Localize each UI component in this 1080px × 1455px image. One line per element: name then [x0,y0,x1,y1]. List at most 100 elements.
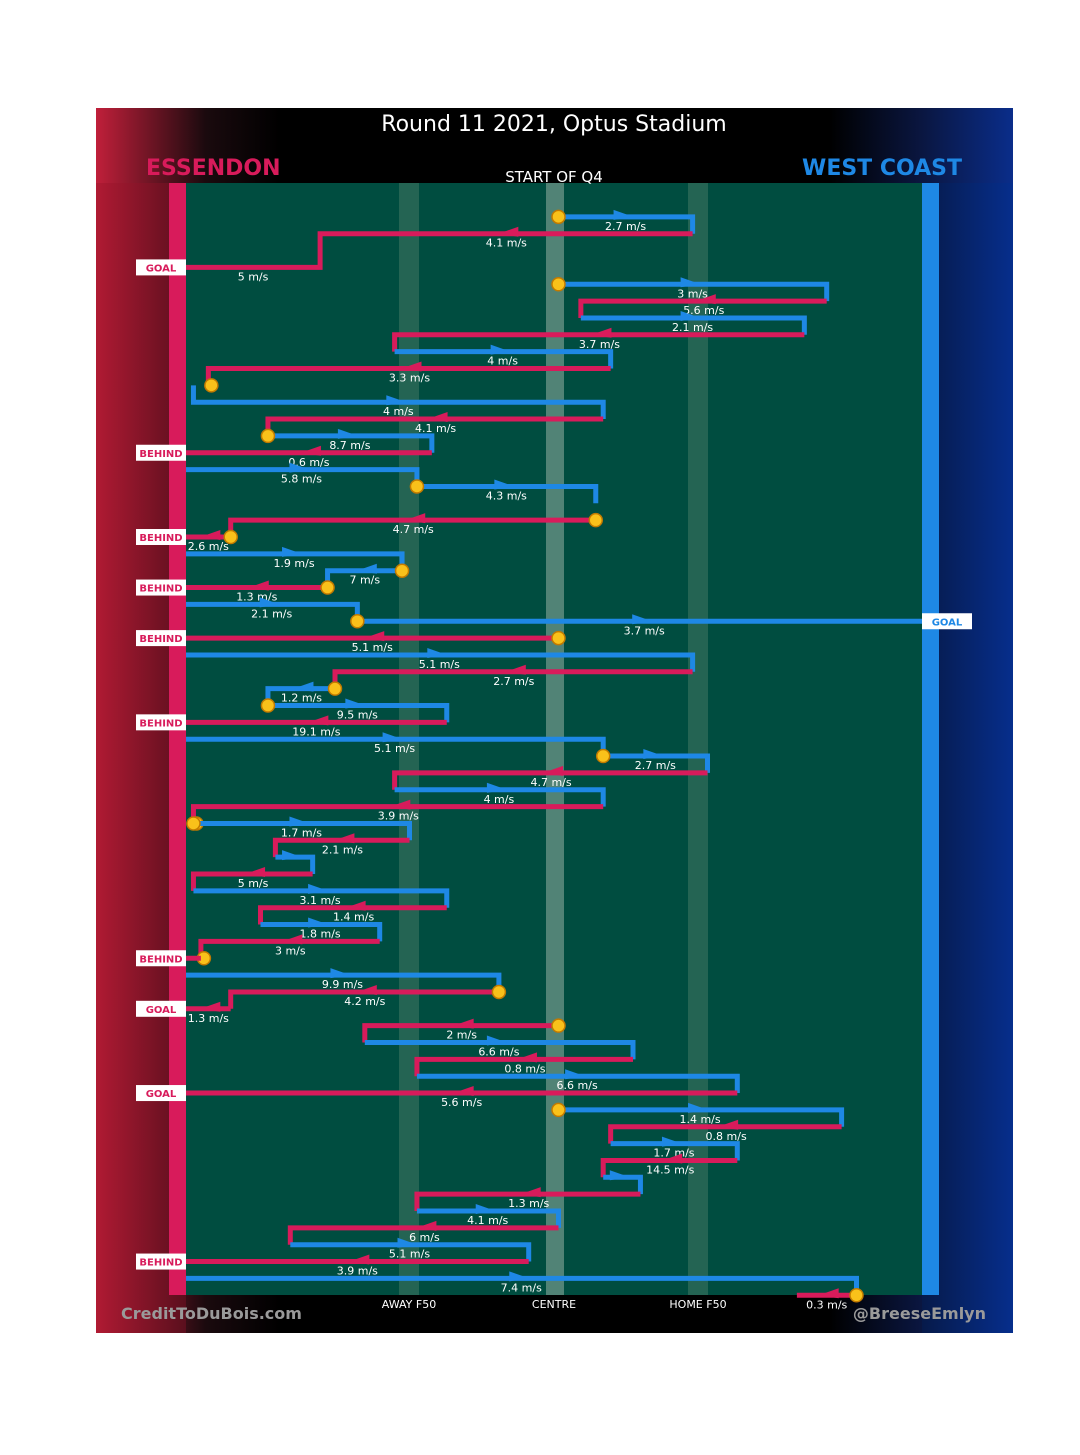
result-label-27: BEHIND [139,718,182,729]
stoppage-marker-18 [394,563,410,578]
quarter-label: START OF Q4 [505,168,603,186]
essendon-goal-line [169,183,186,1295]
chain-speed-49: 5.6 m/s [441,1096,482,1109]
chain-arrow-12 [300,445,321,456]
chain-arrow-44 [200,1001,221,1012]
chain-arrow-20 [259,597,280,608]
chain-arrow-4 [695,294,716,305]
result-label-21: GOAL [932,617,963,628]
labels: Round 11 2021, Optus Stadium ESSENDON WE… [121,112,986,1323]
result-label-12: BEHIND [139,449,182,460]
result-badge-27 [136,714,186,731]
chain-arrow-25 [293,681,314,692]
chain-speed-4: 5.6 m/s [683,304,724,317]
chain-path-56 [416,1208,561,1228]
chain-chart: 2.7 m/s 4.1 m/s 5 m/s GOAL 3 m/s 5.6 m/s 2.1 m… [96,108,1013,1333]
chain-path-34 [272,837,410,858]
chain-path-36 [190,871,313,891]
stoppage-marker-21 [350,614,365,629]
chain-arrow-61 [818,1288,839,1299]
result-badge-21 [922,613,972,630]
result-badge-59 [136,1253,186,1270]
chain-arrow-17 [282,546,303,557]
result-label-49: GOAL [146,1089,177,1100]
chain-speed-23: 5.1 m/s [419,658,460,671]
chain-path-48 [416,1073,740,1094]
chain-speed-9: 4 m/s [383,405,414,418]
chart-title: Round 11 2021, Optus Stadium [381,112,726,137]
chain-speed-53: 14.5 m/s [646,1163,694,1176]
chain-path-33 [193,820,412,841]
chain-path-46 [364,1040,636,1060]
chain-speed-60: 7.4 m/s [501,1281,542,1294]
chain-speed-10: 4.1 m/s [415,422,456,435]
away-f50-label: AWAY F50 [382,1298,436,1311]
chain-speed-26: 9.5 m/s [337,709,378,722]
chain-speed-56: 4.1 m/s [467,1214,508,1227]
chain-path-38 [258,905,447,925]
chain-speed-17: 1.9 m/s [273,557,314,570]
chain-speed-11: 8.7 m/s [329,439,370,452]
chain-speed-36: 5 m/s [238,877,269,890]
chain-arrow-18 [356,563,377,574]
chain-speed-32: 3.9 m/s [378,810,419,823]
chain-arrow-26 [345,698,366,709]
chain-path-23 [186,652,696,672]
stoppage-marker-8e [204,378,219,393]
chain-speed-57: 6 m/s [409,1231,440,1244]
chain-arrow-27 [308,715,329,726]
chain-arrow-54 [609,1170,630,1181]
chain-arrow-35 [282,850,303,861]
result-label-59: BEHIND [139,1258,182,1269]
result-label-2: GOAL [146,263,177,274]
result-badge-44 [136,1000,186,1017]
chain-arrow-53 [662,1153,683,1164]
chain-arrow-16 [200,530,221,540]
stoppage-marker-15 [588,512,603,528]
chain-speed-21: 3.7 m/s [624,624,665,637]
chain-arrow-5 [680,310,701,321]
result-badge-2 [136,259,186,276]
chain-arrow-0 [613,209,634,220]
stoppage-marker-19 [320,580,335,595]
chain-speed-2: 5 m/s [238,270,269,283]
chain-speed-48: 6.6 m/s [557,1079,598,1092]
result-label-41: BEHIND [139,954,182,965]
chain-speed-52: 1.7 m/s [653,1147,694,1160]
chain-arrow-13 [289,462,310,473]
chain-arrow-51 [718,1119,739,1130]
chain-speed-39: 1.8 m/s [300,928,341,941]
chain-arrow-56 [475,1204,496,1214]
chain-arrow-48 [565,1069,586,1080]
chain-arrow-10 [427,412,448,423]
chain-arrow-34 [334,833,355,844]
chain-speed-44: 1.3 m/s [188,1012,229,1025]
chain-path-4 [578,298,827,318]
stoppage-marker-45 [551,1018,566,1033]
west-coast-goal-line [922,183,939,1295]
stoppage-marker-26 [260,698,276,713]
chain-path-58 [290,1242,532,1262]
chain-arrow-11 [337,428,358,439]
chain-speed-0: 2.7 m/s [605,220,646,233]
chain-arrow-37 [308,883,329,894]
right-team-label: WEST COAST [802,156,962,181]
chain-arrow-8 [401,361,422,372]
chain-speed-37: 3.1 m/s [300,894,341,907]
chain-speed-46: 6.6 m/s [478,1046,519,1059]
chain-arrow-59 [349,1254,370,1265]
result-badge-16 [136,529,186,545]
chain-speed-43: 4.2 m/s [344,995,385,1008]
chain-speed-13: 5.8 m/s [281,473,322,486]
stoppage-marker-16 [223,529,238,545]
stoppage-marker-3 [551,277,566,292]
chain-speed-6: 3.7 m/s [579,338,620,351]
chain-speed-29: 2.7 m/s [635,759,676,772]
chain-arrow-43 [356,984,377,995]
chains: 2.7 m/s 4.1 m/s 5 m/s GOAL 3 m/s 5.6 m/s 2.1 m… [136,209,972,1311]
chain-speed-22: 5.1 m/s [352,641,393,654]
home-f50-band [688,183,708,1295]
chain-arrow-14 [494,479,515,490]
chain-arrow-29 [643,749,664,760]
chain-arrow-38 [345,900,366,911]
